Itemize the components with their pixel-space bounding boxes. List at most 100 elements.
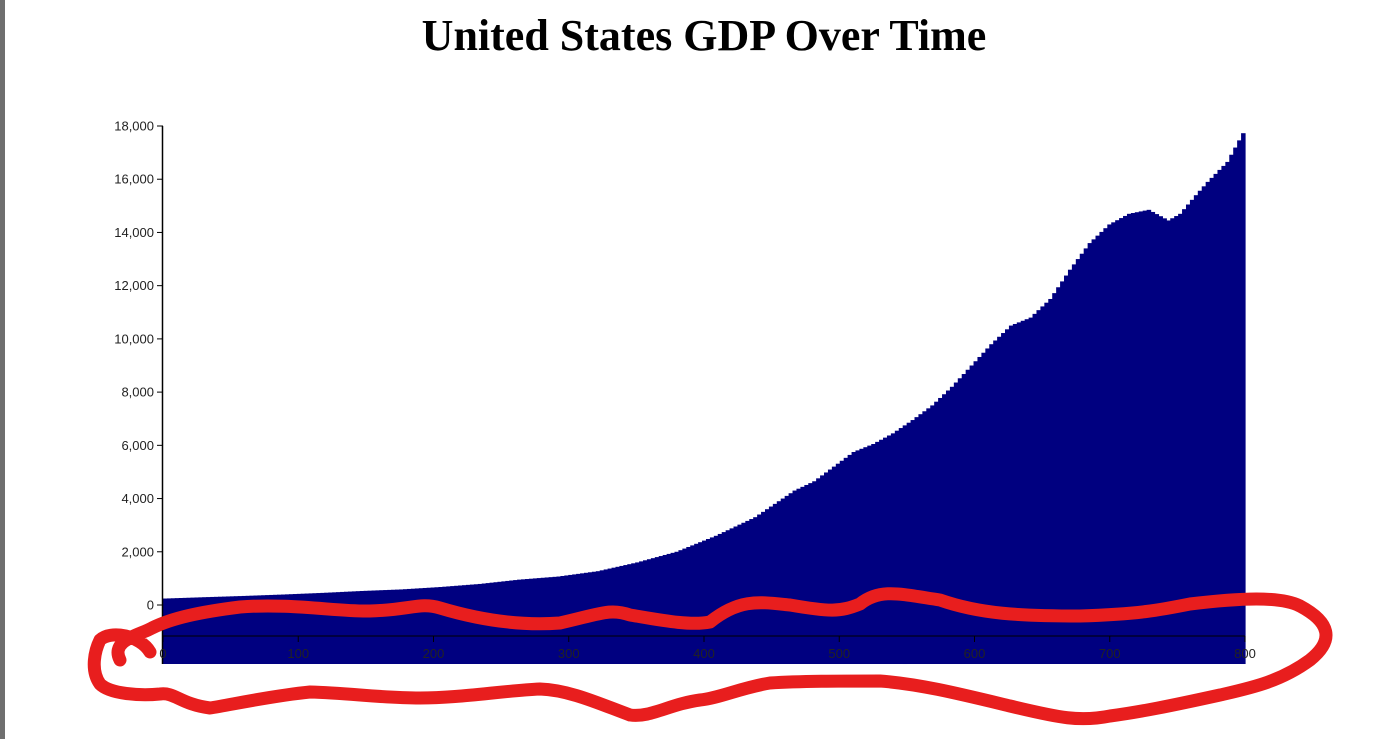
annotation-layer	[87, 587, 1333, 726]
gdp-bar	[831, 466, 837, 664]
gdp-bar	[646, 559, 652, 664]
gdp-bar	[469, 584, 475, 664]
gdp-bar	[650, 558, 656, 664]
gdp-bar	[261, 595, 266, 664]
gdp-bar	[1146, 209, 1152, 664]
gdp-bar	[387, 589, 392, 664]
gdp-bar	[269, 594, 274, 664]
gdp-bar	[434, 587, 440, 664]
gdp-bar	[733, 526, 739, 664]
gdp-bar	[820, 475, 825, 664]
gdp-bar	[206, 597, 211, 664]
gdp-bar	[686, 546, 691, 664]
gdp-bar	[658, 556, 664, 664]
gdp-bar	[1123, 215, 1128, 664]
gdp-bar	[450, 586, 455, 664]
gdp-bar	[163, 598, 168, 664]
gdp-bar	[729, 528, 735, 664]
gdp-bar	[430, 587, 436, 664]
gdp-bar	[458, 585, 463, 664]
y-axis: 0 2,000 4,000 6,000 8,000 10,000 12,000 14,000 1…	[114, 119, 164, 664]
y-tick-label: 2,000	[121, 544, 154, 559]
gdp-bar	[871, 444, 876, 664]
gdp-bar	[934, 401, 939, 664]
gdp-bar	[1225, 161, 1230, 665]
gdp-bar	[922, 411, 927, 664]
gdp-bar	[938, 397, 943, 664]
gdp-bar	[847, 454, 853, 664]
gdp-bar	[961, 374, 967, 664]
gdp-bar	[757, 514, 762, 664]
gdp-bar	[1237, 140, 1242, 664]
x-tick-label: 500	[828, 646, 850, 661]
gdp-bar	[355, 591, 361, 664]
x-tick-label: 400	[693, 646, 715, 661]
gdp-bar	[1158, 216, 1163, 664]
gdp-bar	[438, 587, 443, 664]
gdp-bar	[446, 586, 451, 664]
gdp-bar	[1138, 211, 1144, 665]
gdp-bar	[796, 488, 801, 664]
gdp-bar	[816, 478, 821, 664]
gdp-bar	[316, 593, 321, 664]
gdp-bar	[328, 592, 333, 664]
gdp-bar	[422, 587, 428, 664]
gdp-bar	[1166, 220, 1171, 664]
gdp-bar	[1154, 214, 1160, 664]
gdp-bar	[1001, 333, 1006, 664]
gdp-bar	[717, 533, 723, 664]
gdp-bar	[1012, 323, 1018, 664]
gdp-bar	[253, 595, 259, 664]
gdp-bar	[886, 435, 892, 664]
gdp-bar	[332, 592, 337, 664]
x-tick-label: 300	[558, 646, 580, 661]
gdp-bar	[768, 506, 774, 664]
gdp-bar	[308, 593, 314, 664]
gdp-bar	[351, 591, 357, 664]
gdp-bar	[1229, 154, 1234, 665]
gdp-bar	[281, 594, 286, 664]
gdp-bar	[410, 588, 416, 664]
gdp-bar	[942, 394, 947, 664]
gdp-bar	[277, 594, 282, 664]
gdp-bar	[1064, 275, 1069, 664]
gdp-bar	[1193, 195, 1199, 664]
gdp-bar	[288, 594, 294, 664]
gdp-bar	[1197, 190, 1203, 664]
gdp-bar	[969, 365, 975, 664]
gdp-bar	[737, 524, 742, 664]
gdp-bar	[1079, 253, 1085, 665]
gdp-bar	[1075, 259, 1081, 664]
gdp-bar	[1130, 213, 1136, 664]
gdp-bar	[186, 597, 192, 664]
gdp-bar	[749, 519, 754, 664]
gdp-bar	[914, 417, 920, 664]
gdp-bar	[1178, 213, 1183, 664]
gdp-bar	[1099, 231, 1104, 664]
gdp-bar	[898, 428, 904, 664]
gdp-bar	[1205, 181, 1211, 664]
gdp-bar	[855, 450, 861, 664]
gdp-bar	[1189, 199, 1195, 664]
y-tick-label: 12,000	[114, 278, 154, 293]
gdp-bar	[851, 451, 857, 664]
x-tick-label: 800	[1234, 646, 1256, 661]
gdp-bar	[178, 598, 184, 664]
gdp-bar	[371, 590, 377, 664]
gdp-bar	[1150, 211, 1156, 664]
gdp-bar	[835, 463, 841, 664]
gdp-bar	[812, 481, 817, 664]
gdp-bar	[1056, 287, 1061, 664]
gdp-bar	[1126, 213, 1132, 664]
gdp-bar	[993, 340, 998, 664]
gdp-bar	[827, 469, 833, 664]
gdp-bar	[698, 542, 703, 664]
gdp-bar	[1134, 212, 1140, 664]
gdp-bar	[761, 511, 766, 664]
gdp-bar	[894, 430, 900, 664]
window-edge	[0, 0, 5, 739]
gdp-bar	[1028, 317, 1034, 664]
gdp-bar	[1091, 239, 1097, 665]
gdp-bar	[690, 545, 695, 664]
